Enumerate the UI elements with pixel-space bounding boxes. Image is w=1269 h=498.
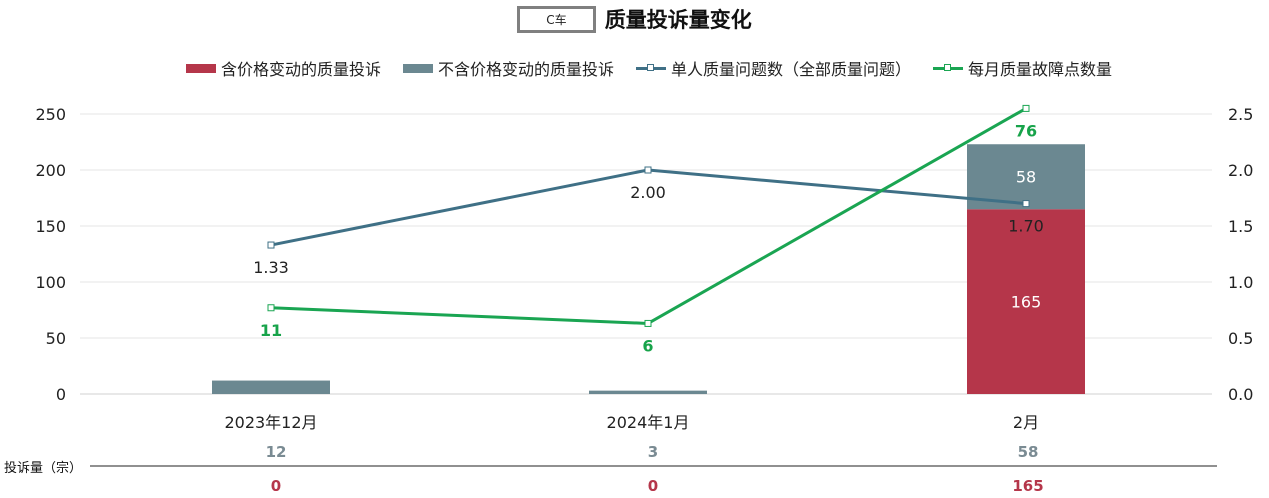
bar xyxy=(967,209,1085,394)
legend-swatch xyxy=(186,63,216,73)
bar xyxy=(212,380,330,394)
left-tick-label: 100 xyxy=(35,273,66,292)
left-tick-label: 250 xyxy=(35,105,66,124)
x-tick-label: 2月 xyxy=(1013,413,1039,432)
legend-item-without-price: 不含价格变动的质量投诉 xyxy=(403,56,614,80)
legend: 含价格变动的质量投诉 不含价格变动的质量投诉 单人质量问题数（全部质量问题） 每… xyxy=(186,57,1112,79)
series-line xyxy=(270,168,1027,247)
table-value-red: 165 xyxy=(1012,477,1043,495)
series-line xyxy=(270,107,1027,325)
line-point xyxy=(644,166,652,174)
legend-item-per-person: 单人质量问题数（全部质量问题） xyxy=(636,56,911,80)
line-point xyxy=(1022,104,1030,112)
legend-item-fault-points: 每月质量故障点数量 xyxy=(933,56,1112,80)
x-tick-label: 2023年12月 xyxy=(224,413,317,432)
table-value-red: 0 xyxy=(648,477,658,495)
legend-label: 单人质量问题数（全部质量问题） xyxy=(671,60,912,79)
right-tick-label: 0.0 xyxy=(1228,385,1253,404)
legend-label: 不含价格变动的质量投诉 xyxy=(438,60,615,79)
table-row-label: 投诉量（宗） xyxy=(4,460,82,476)
line-data-label: 2.00 xyxy=(630,183,666,202)
left-tick-label: 50 xyxy=(46,329,66,348)
right-tick-label: 2.5 xyxy=(1228,105,1253,124)
bar xyxy=(589,390,707,394)
legend-item-with-price: 含价格变动的质量投诉 xyxy=(186,56,381,80)
legend-swatch xyxy=(636,63,667,71)
right-tick-label: 1.5 xyxy=(1228,217,1253,236)
right-tick-label: 0.5 xyxy=(1228,329,1253,348)
left-tick-label: 0 xyxy=(56,385,66,404)
line-data-label: 76 xyxy=(1015,121,1037,140)
left-tick-label: 150 xyxy=(35,217,66,236)
table-value-gray: 12 xyxy=(266,443,287,461)
bar xyxy=(967,144,1085,210)
line-point xyxy=(1022,200,1030,208)
line-data-label: 1.33 xyxy=(253,258,289,277)
left-tick-label: 200 xyxy=(35,161,66,180)
line-point xyxy=(267,241,275,249)
chart-title: C车 质量投诉量变化 xyxy=(0,4,1269,34)
line-data-label: 11 xyxy=(260,321,282,340)
title-box-label: C车 xyxy=(517,5,596,33)
legend-label: 含价格变动的质量投诉 xyxy=(221,60,382,79)
bar-data-label: 58 xyxy=(1016,168,1036,187)
legend-swatch xyxy=(933,63,964,71)
line-data-label: 6 xyxy=(642,336,653,355)
line-data-label: 1.70 xyxy=(1008,217,1044,236)
legend-label: 每月质量故障点数量 xyxy=(968,60,1113,79)
right-tick-label: 1.0 xyxy=(1228,273,1253,292)
title-text: 质量投诉量变化 xyxy=(604,8,752,32)
bar-data-label: 165 xyxy=(1011,293,1042,312)
legend-swatch xyxy=(403,63,434,73)
right-tick-label: 2.0 xyxy=(1228,161,1253,180)
line-point xyxy=(267,304,275,312)
table-value-gray: 3 xyxy=(648,443,658,461)
table-value-red: 0 xyxy=(271,477,281,495)
line-point xyxy=(644,319,652,327)
x-tick-label: 2024年1月 xyxy=(607,413,690,432)
table-value-gray: 58 xyxy=(1018,443,1039,461)
